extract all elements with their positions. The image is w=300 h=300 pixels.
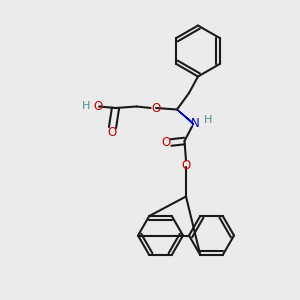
Text: H: H: [203, 115, 212, 125]
Text: O: O: [93, 100, 102, 113]
Polygon shape: [177, 110, 194, 124]
Text: N: N: [190, 116, 200, 130]
Text: O: O: [161, 136, 170, 149]
Text: O: O: [182, 159, 190, 172]
Text: O: O: [152, 101, 160, 115]
Text: H: H: [82, 101, 91, 111]
Text: O: O: [108, 126, 117, 140]
